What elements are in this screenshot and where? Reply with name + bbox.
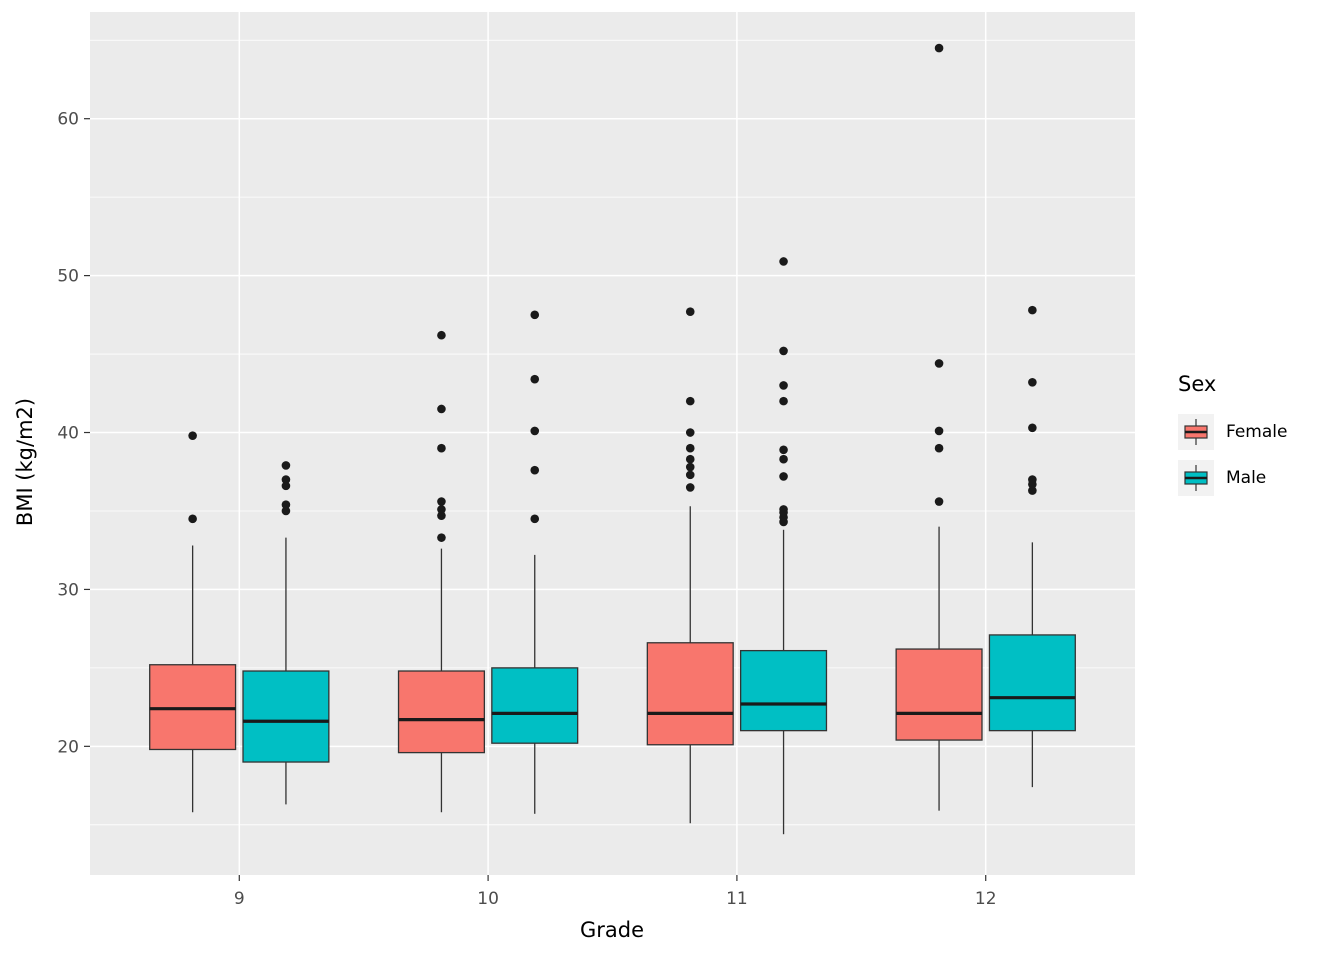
outlier-point	[685, 443, 695, 453]
outlier-point	[934, 359, 944, 368]
iqr-box	[242, 670, 330, 763]
box-male-grade-9	[242, 461, 330, 805]
box-male-grade-10	[491, 310, 579, 814]
y-tick-label: 50	[57, 267, 79, 287]
outlier-point	[281, 500, 291, 509]
outlier-point	[1028, 378, 1037, 387]
outlier-point	[779, 346, 788, 356]
y-tick-label: 60	[57, 110, 79, 130]
x-tick-label: 9	[234, 889, 245, 909]
outlier-point	[188, 514, 197, 524]
iqr-box	[646, 642, 734, 746]
outlier-point	[437, 404, 446, 414]
legend-key-female	[1178, 414, 1214, 450]
outlier-point	[188, 431, 197, 440]
box-male-grade-11	[739, 257, 828, 835]
outlier-point	[934, 497, 944, 506]
legend-label-male: Male	[1226, 468, 1267, 488]
outlier-point	[281, 461, 291, 470]
outlier-point	[530, 514, 540, 524]
iqr-box	[988, 634, 1076, 732]
outlier-point	[779, 505, 788, 514]
outlier-point	[685, 462, 695, 472]
outlier-point	[281, 475, 291, 484]
outlier-point	[1028, 486, 1037, 495]
outlier-point	[530, 465, 540, 475]
outlier-point	[685, 396, 695, 406]
y-axis-title: BMI (kg/m2)	[13, 397, 37, 527]
outlier-point	[437, 505, 446, 514]
outlier-point	[1028, 423, 1037, 433]
box-female-grade-10	[397, 330, 486, 813]
outlier-point	[779, 381, 788, 390]
outlier-point	[437, 330, 446, 340]
outlier-point	[437, 533, 446, 542]
legend-entry-female: Female	[1178, 414, 1287, 450]
outlier-point	[1028, 475, 1037, 484]
outlier-point	[779, 454, 788, 464]
legend-entry-male: Male	[1178, 460, 1287, 496]
outlier-point	[437, 443, 446, 453]
outlier-point	[779, 445, 788, 455]
box-female-grade-9	[149, 431, 237, 813]
outlier-point	[934, 426, 944, 436]
outlier-point	[685, 454, 695, 464]
outlier-point	[530, 374, 540, 384]
legend: Sex Female Male	[1178, 372, 1287, 506]
y-tick-label: 30	[57, 580, 79, 600]
legend-label-female: Female	[1226, 422, 1288, 442]
outlier-point	[281, 481, 291, 491]
iqr-box	[895, 648, 983, 741]
box-female-grade-12	[895, 43, 983, 811]
outlier-point	[779, 396, 788, 406]
x-axis-title: Grade	[579, 918, 645, 942]
outlier-point	[685, 307, 695, 316]
outlier-point	[281, 506, 291, 516]
outlier-point	[1028, 305, 1037, 315]
box-male-grade-12	[988, 305, 1076, 788]
iqr-box	[739, 649, 828, 732]
outlier-point	[437, 497, 446, 506]
iqr-box	[397, 670, 486, 754]
x-tick-label: 12	[975, 889, 997, 909]
legend-key-male	[1178, 460, 1214, 496]
outlier-point	[530, 310, 540, 320]
box-female-grade-11	[646, 307, 734, 824]
x-tick-label: 11	[726, 889, 748, 909]
legend-title: Sex	[1178, 372, 1217, 396]
iqr-box	[491, 667, 579, 744]
outlier-point	[685, 483, 695, 492]
y-tick-label: 20	[57, 737, 79, 757]
outlier-point	[530, 426, 540, 436]
outlier-point	[934, 43, 944, 53]
outlier-point	[779, 257, 788, 266]
outlier-point	[934, 443, 944, 453]
outlier-point	[437, 511, 446, 520]
y-tick-label: 40	[57, 424, 79, 444]
x-tick-label: 10	[477, 889, 499, 909]
outlier-point	[685, 470, 695, 480]
outlier-point	[685, 428, 695, 437]
outlier-point	[779, 472, 788, 481]
